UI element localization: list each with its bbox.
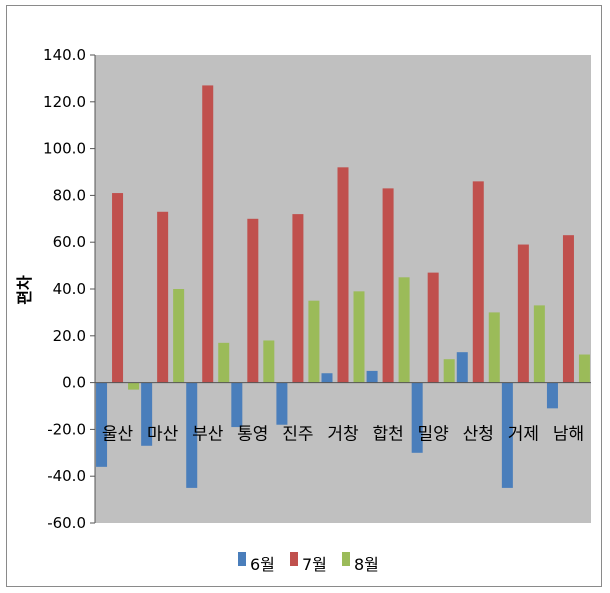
y-tick-label: 60.0 [53,233,86,251]
bar-8월-진주 [308,300,320,383]
bar-6월-거제 [501,382,513,488]
y-axis-title: 편차 [15,275,34,305]
y-tick-label: 80.0 [53,186,86,204]
bar-7월-마산 [157,211,169,383]
legend-swatch [290,552,298,566]
bar-7월-부산 [202,85,214,383]
category-label: 산청 [463,425,494,445]
legend-label: 8월 [354,555,379,574]
bar-8월-통영 [263,340,275,383]
bar-6월-울산 [96,382,108,467]
bar-8월-울산 [128,382,140,390]
legend-swatch [342,552,350,566]
y-tick-label: -40.0 [47,467,86,485]
category-label: 진주 [282,425,313,445]
bar-6월-마산 [141,382,153,446]
bar-8월-마산 [173,289,185,383]
bar-7월-거제 [517,244,529,383]
y-tick-label: 120.0 [43,93,86,111]
bar-6월-남해 [546,382,558,409]
bar-7월-거창 [337,167,349,383]
bar-8월-부산 [218,342,230,383]
bar-8월-합천 [398,277,410,383]
y-tick-label: -60.0 [47,514,86,532]
bar-7월-산청 [472,181,484,383]
bar-8월-거제 [533,305,545,383]
y-tick-label: 140.0 [43,46,86,64]
bar-6월-통영 [231,382,243,428]
bar-7월-밀양 [427,272,439,383]
y-tick-label: 20.0 [53,327,86,345]
legend-label: 7월 [302,555,327,574]
bar-7월-합천 [382,188,394,383]
bar-8월-산청 [488,312,500,383]
bar-6월-진주 [276,382,288,425]
bar-6월-합천 [366,370,378,383]
legend-label: 6월 [250,555,275,574]
category-label: 통영 [237,425,268,445]
category-label: 마산 [147,425,179,445]
category-label: 거제 [508,425,539,445]
bar-7월-울산 [112,193,124,383]
bar-6월-밀양 [411,382,423,453]
bar-6월-부산 [186,382,198,488]
category-label: 남해 [553,425,584,445]
y-tick-label: -20.0 [47,420,86,438]
category-label: 울산 [102,425,134,445]
bar-6월-거창 [321,373,333,383]
y-tick-label: 0.0 [62,374,86,392]
bar-8월-거창 [353,291,365,383]
category-label: 합천 [372,425,403,445]
bar-6월-산청 [456,352,468,383]
y-tick-label: 100.0 [43,140,86,158]
legend-swatch [238,552,246,566]
bar-8월-남해 [578,354,590,383]
bar-7월-통영 [247,218,259,383]
category-label: 거창 [327,425,359,445]
bar-8월-밀양 [443,359,455,383]
bar-7월-진주 [292,214,304,383]
category-label: 밀양 [418,425,449,445]
bar-7월-남해 [562,235,574,383]
category-label: 부산 [192,425,224,445]
y-tick-label: 40.0 [53,280,86,298]
